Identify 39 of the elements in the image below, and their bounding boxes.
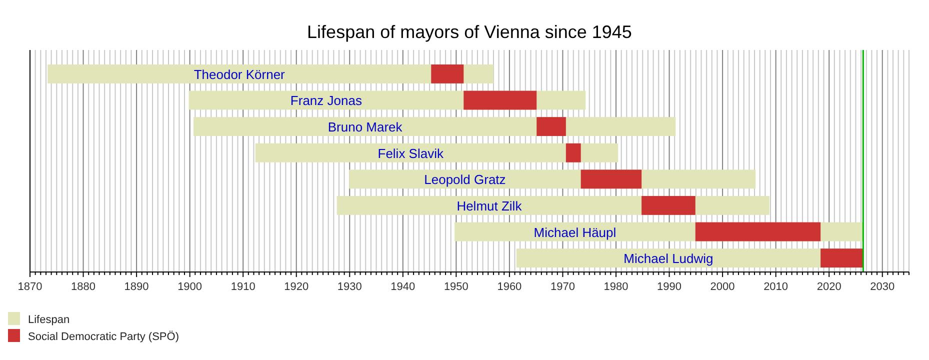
x-tick-label: 1940: [390, 281, 416, 293]
x-tick-label: 2030: [870, 281, 895, 293]
bar: [642, 196, 696, 215]
x-tick-label: 1980: [604, 281, 628, 293]
bar: [255, 143, 618, 162]
bar: [194, 117, 676, 136]
x-tick-label: 1930: [337, 281, 362, 293]
x-tick-label: 1910: [230, 281, 256, 293]
x-tick-label: 1970: [550, 281, 575, 293]
x-tick-label: 1950: [444, 281, 468, 293]
x-tick-label: 1890: [124, 281, 149, 293]
y-tick-label: Felix Slavik: [378, 146, 444, 161]
y-tick-label: Helmut Zilk: [456, 198, 522, 214]
x-tick-label: 1880: [71, 281, 96, 293]
bar: [464, 90, 537, 110]
chart-title: Lifespan of mayors of Vienna since 1945: [307, 22, 632, 42]
bar: [536, 117, 566, 136]
bar: [566, 143, 581, 162]
x-tick-label: 2000: [710, 281, 735, 293]
bar: [820, 248, 864, 268]
x-tick-label: 1870: [18, 281, 42, 293]
y-tick-label: Theodor Körner: [194, 66, 286, 82]
legend-label: Social Democratic Party (SPÖ): [28, 330, 179, 343]
x-tick-label: 1900: [178, 281, 202, 293]
x-tick-label: 2010: [764, 281, 788, 293]
bar: [695, 222, 821, 242]
y-tick-label: Leopold Gratz: [424, 172, 506, 188]
y-tick-label: Michael Ludwig: [624, 251, 714, 266]
y-tick-label: Franz Jonas: [290, 93, 362, 108]
x-tick-label: 1990: [657, 281, 682, 293]
bar: [431, 64, 464, 84]
bar: [580, 170, 642, 189]
x-tick-label: 2020: [816, 281, 842, 293]
x-tick-label: 1920: [284, 281, 309, 293]
y-tick-label: Bruno Marek: [328, 120, 403, 135]
legend-label: Lifespan: [28, 314, 70, 326]
y-tick-label: Michael Häupl: [534, 224, 616, 240]
bar: [48, 64, 494, 84]
x-tick-label: 1960: [497, 281, 522, 293]
